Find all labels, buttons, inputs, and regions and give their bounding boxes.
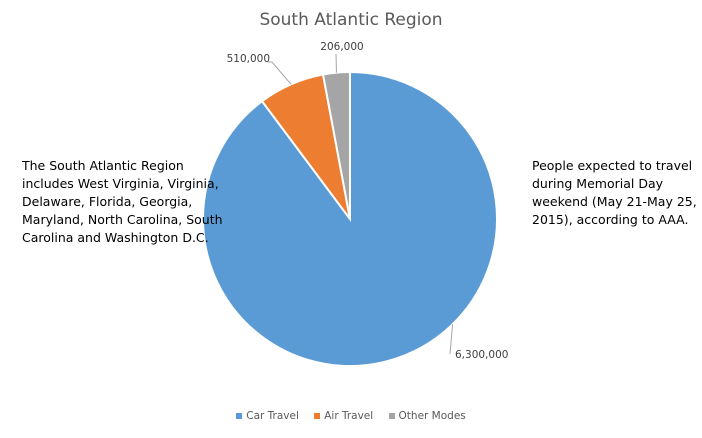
legend-swatch xyxy=(388,413,395,419)
legend-label: Other Modes xyxy=(398,410,466,422)
legend-label: Air Travel xyxy=(324,410,374,422)
legend-item-car: Car Travel xyxy=(236,410,299,422)
annotation-left: The South Atlantic Region includes West … xyxy=(22,158,223,245)
data-label: 6,300,000 xyxy=(455,349,508,361)
chart-title: South Atlantic Region xyxy=(259,10,443,30)
legend-item-other: Other Modes xyxy=(388,410,466,422)
legend: Car Travel Air Travel Other Modes xyxy=(0,410,702,422)
annotation-right: People expected to travel during Memoria… xyxy=(532,158,697,227)
legend-swatch xyxy=(236,413,243,419)
data-label: 510,000 xyxy=(227,53,270,65)
leader-line xyxy=(268,61,292,85)
legend-item-air: Air Travel xyxy=(314,410,373,422)
data-label: 206,000 xyxy=(320,41,363,53)
legend-swatch xyxy=(314,413,321,419)
leader-line xyxy=(449,324,454,355)
legend-label: Car Travel xyxy=(246,410,299,422)
